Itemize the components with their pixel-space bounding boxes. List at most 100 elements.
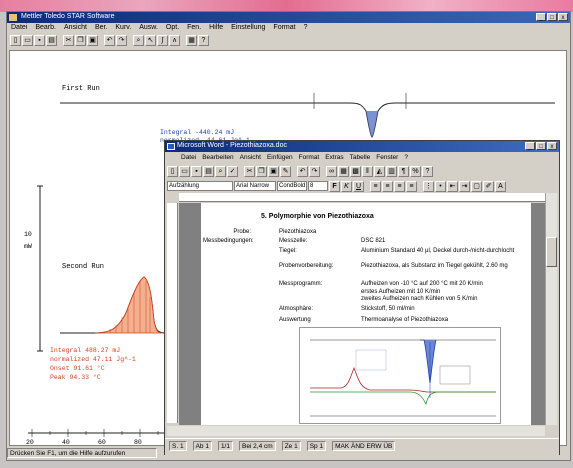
word-redo-icon[interactable]: ↷	[309, 166, 320, 177]
doc-row0-value: Piezothiazoxa	[279, 229, 317, 235]
integral1-text: Integral -440.24 mJ	[160, 129, 235, 136]
word-close-button[interactable]: x	[547, 142, 557, 150]
menu-bearbeiten[interactable]: Bearb.	[35, 24, 56, 31]
menu-format[interactable]: Format	[273, 24, 296, 31]
font2-combo[interactable]: CondBold	[277, 180, 307, 191]
word-menu-tabelle[interactable]: Tabelle	[349, 154, 371, 161]
grid-icon[interactable]: ▦	[186, 35, 197, 46]
open-folder-icon[interactable]: ▭	[22, 35, 33, 46]
word-new-icon[interactable]: ▯	[167, 166, 178, 177]
menu-auswertung[interactable]: Ausw.	[139, 24, 158, 31]
curve2-label: Second Run	[62, 263, 105, 271]
status-mode: MAK ÄND ERW ÜB	[332, 441, 396, 451]
word-cut-icon[interactable]: ✂	[244, 166, 255, 177]
align-right-icon[interactable]: ≡	[394, 180, 405, 192]
word-undo-icon[interactable]: ↶	[297, 166, 308, 177]
highlight-icon[interactable]: ✐	[483, 180, 494, 192]
vertical-scrollbar[interactable]	[545, 193, 557, 425]
y-value-label: 10	[24, 231, 32, 238]
menu-fenster[interactable]: Fen.	[187, 24, 202, 31]
word-menu-datei[interactable]: Datei	[181, 154, 197, 161]
paste-icon[interactable]: ▣	[87, 35, 98, 46]
copy-icon[interactable]: ❐	[75, 35, 86, 46]
menu-berechnen[interactable]: Ber.	[94, 24, 108, 31]
word-menu-einfuegen[interactable]: Einfügen	[266, 154, 293, 161]
align-center-icon[interactable]: ≡	[382, 180, 393, 192]
border-icon[interactable]: ▢	[471, 180, 482, 192]
word-menu-fenster[interactable]: Fenster	[376, 154, 399, 161]
new-file-icon[interactable]: ▯	[10, 35, 21, 46]
word-spell-icon[interactable]: ✓	[227, 166, 238, 177]
word-save-icon[interactable]: ▪	[191, 166, 202, 177]
word-menu-extras[interactable]: Extras	[325, 154, 344, 161]
indent-more-icon[interactable]: ⇥	[459, 180, 470, 192]
menu-optionen[interactable]: Opt.	[165, 24, 180, 31]
peak-icon[interactable]: ∧	[169, 35, 180, 46]
word-zoom-icon[interactable]: %	[410, 166, 421, 177]
indent-less-icon[interactable]: ⇤	[447, 180, 458, 192]
vertical-ruler[interactable]	[167, 203, 178, 423]
curve1-label: First Run	[62, 85, 100, 93]
close-button[interactable]: x	[558, 13, 568, 21]
save-icon[interactable]: ▪	[34, 35, 45, 46]
size-combo[interactable]: 8	[308, 180, 328, 191]
word-format-painter-icon[interactable]: ✎	[280, 166, 291, 177]
word-statusbar: S. 1 Ab 1 1/1 Bei 2,4 cm Ze 1 Sp 1 MAK Ä…	[165, 438, 559, 455]
word-maximize-button[interactable]: □	[536, 142, 546, 150]
font-color-icon[interactable]: A	[495, 180, 506, 192]
word-paste-icon[interactable]: ▣	[268, 166, 279, 177]
word-menu-bearbeiten[interactable]: Bearbeiten	[202, 154, 234, 161]
menu-einstellung[interactable]: Einstellung	[231, 24, 266, 31]
font-combo[interactable]: Arial Narrow	[234, 180, 276, 191]
redo-icon[interactable]: ↷	[116, 35, 127, 46]
normalized2-text: normalized 47.11 Jg^-1	[50, 356, 136, 363]
underline-icon[interactable]: U	[353, 180, 364, 192]
word-print-icon[interactable]: ▤	[203, 166, 214, 177]
bullets-icon[interactable]: •	[435, 180, 446, 192]
status-pages: 1/1	[217, 441, 233, 451]
doc-line1: erstes Aufheizen mit 10 K/min	[361, 289, 441, 295]
scrollbar-thumb[interactable]	[546, 237, 557, 267]
menu-hilfe[interactable]: Hilfe	[209, 24, 224, 31]
horizontal-scrollbar[interactable]	[167, 426, 545, 436]
embedded-dsc-figure[interactable]	[299, 327, 501, 424]
word-columns-icon[interactable]: ‖	[362, 166, 373, 177]
print-icon[interactable]: ▤	[46, 35, 57, 46]
help-pointer-icon[interactable]: ?	[198, 35, 209, 46]
word-menu-format[interactable]: Format	[298, 154, 320, 161]
document-page[interactable]: 5. Polymorphie von Piezothiazoxa Probe: …	[201, 203, 531, 425]
align-left-icon[interactable]: ≡	[370, 180, 381, 192]
word-help-icon[interactable]: ?	[422, 166, 433, 177]
bold-icon[interactable]: F	[329, 180, 340, 192]
peak-text: Peak 94.33 °C	[50, 374, 101, 381]
word-hyperlink-icon[interactable]: ∞	[326, 166, 337, 177]
menu-ansicht[interactable]: Ansicht	[63, 24, 87, 31]
numbering-icon[interactable]: ⋮	[423, 180, 434, 192]
word-copy-icon[interactable]: ❐	[256, 166, 267, 177]
minimize-button[interactable]: _	[536, 13, 546, 21]
word-open-icon[interactable]: ▭	[179, 166, 190, 177]
word-menu-help[interactable]: ?	[404, 154, 408, 161]
menu-kurve[interactable]: Kurv.	[115, 24, 132, 31]
zoom-icon[interactable]: ⌕	[133, 35, 144, 46]
style-combo[interactable]: Aufzählung	[167, 180, 233, 191]
cursor-icon[interactable]: ↖	[145, 35, 156, 46]
italic-icon[interactable]: K	[341, 180, 352, 192]
horizontal-ruler[interactable]	[179, 193, 545, 202]
integrate-icon[interactable]: ∫	[157, 35, 168, 46]
word-excel-icon[interactable]: ▩	[350, 166, 361, 177]
word-drawing-icon[interactable]: ◭	[374, 166, 385, 177]
menu-help[interactable]: ?	[303, 24, 308, 31]
word-pilcrow-icon[interactable]: ¶	[398, 166, 409, 177]
word-menu-ansicht[interactable]: Ansicht	[239, 154, 261, 161]
word-app-icon	[167, 143, 175, 150]
cut-icon[interactable]: ✂	[63, 35, 74, 46]
menu-datei[interactable]: Datei	[11, 24, 28, 31]
undo-icon[interactable]: ↶	[104, 35, 115, 46]
maximize-button[interactable]: □	[547, 13, 557, 21]
word-table-icon[interactable]: ▦	[338, 166, 349, 177]
word-preview-icon[interactable]: ⌕	[215, 166, 226, 177]
word-map-icon[interactable]: ▥	[386, 166, 397, 177]
justify-icon[interactable]: ≡	[406, 180, 417, 192]
word-minimize-button[interactable]: _	[525, 142, 535, 150]
